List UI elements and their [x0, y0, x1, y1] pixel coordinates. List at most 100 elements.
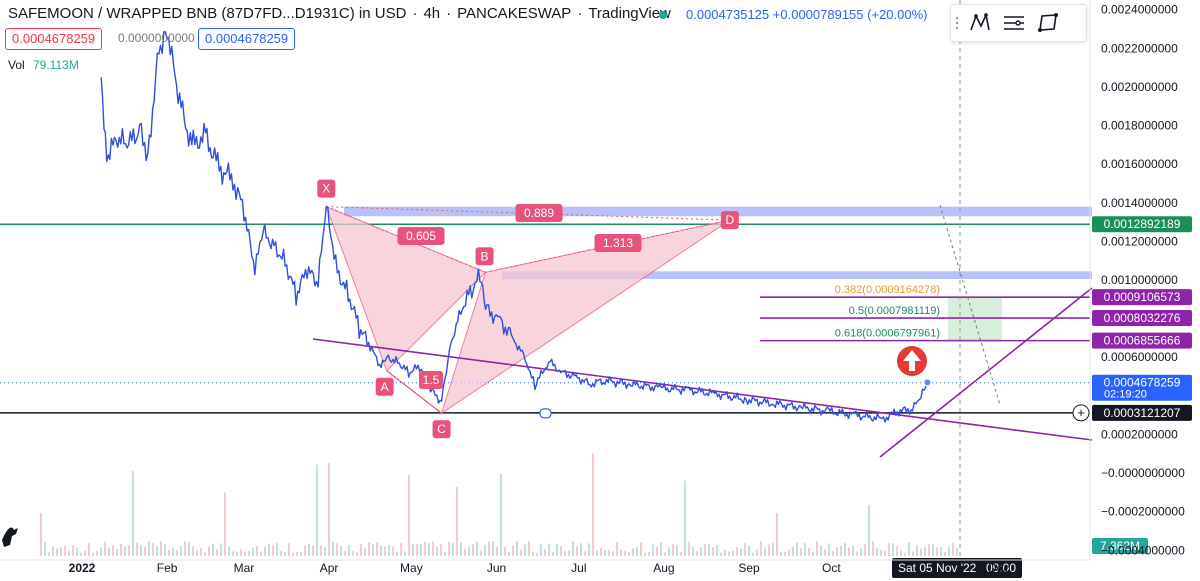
pattern-tool-icon[interactable] — [963, 5, 997, 41]
volume-bar — [956, 548, 958, 556]
indicators-icon[interactable] — [997, 5, 1031, 41]
volume-bar — [504, 546, 506, 556]
volume-bar — [640, 542, 642, 556]
ratio-15-bg — [419, 371, 443, 389]
volume-bar — [144, 546, 146, 556]
point-a-label: A — [375, 377, 394, 396]
volume-bar — [756, 548, 758, 556]
volume-bar — [792, 546, 794, 556]
symbol-title[interactable]: SAFEMOON / WRAPPED BNB (87D7FD...D1931C)… — [8, 5, 407, 22]
volume-bar — [120, 543, 122, 556]
volume-bar — [308, 543, 310, 556]
ratio-0605: 0.605 — [397, 227, 445, 245]
volume-bar — [260, 551, 262, 556]
price-axis-label: 0.0008032276 — [1104, 311, 1181, 325]
volume-bar — [704, 544, 706, 556]
interval[interactable]: 4h — [423, 5, 441, 22]
volume-bar — [856, 551, 858, 556]
volume-bar — [648, 552, 650, 556]
volume-bar — [888, 543, 890, 556]
volume-bar — [352, 550, 354, 556]
line-drag-handle — [539, 408, 552, 419]
volume-bar — [620, 549, 622, 556]
volume-bar — [868, 504, 870, 556]
fib-level-label: 0.618(0.0006797961) — [835, 328, 940, 340]
volume-bar — [860, 548, 862, 556]
volume-bar — [216, 549, 218, 556]
volume-bar — [368, 542, 370, 556]
volume-bar — [264, 546, 266, 556]
y-tick-label: 0.0018000000 — [1101, 119, 1178, 133]
fib-level-label: 0.5(0.0007981119) — [849, 305, 940, 317]
volume-bar — [952, 542, 954, 556]
volume-bar — [452, 542, 454, 556]
ratio-1313: 1.313 — [594, 234, 642, 252]
volume-bar — [880, 549, 882, 556]
volume-bar — [892, 543, 894, 556]
drag-handle-icon[interactable] — [951, 5, 963, 41]
x-tick-label: Mar — [234, 561, 255, 575]
volume-bar — [564, 550, 566, 556]
price-axis-label: 0.0003121207 — [1104, 406, 1181, 420]
volume-bar — [372, 544, 374, 556]
volume-bar — [748, 545, 750, 556]
volume-bar — [780, 552, 782, 556]
volume-bar — [304, 545, 306, 556]
volume-bar — [752, 552, 754, 556]
volume-bar — [224, 492, 226, 556]
volume-bar — [348, 544, 350, 556]
y-tick-label: 0.0024000000 — [1101, 3, 1178, 17]
x-tick-label: Jul — [571, 561, 586, 575]
volume-bar — [100, 547, 102, 556]
volume-bar — [472, 544, 474, 556]
volume-bar — [152, 542, 154, 556]
volume-bar — [324, 547, 326, 556]
volume-bar — [180, 546, 182, 556]
volume-bar — [228, 546, 230, 556]
volume-bar — [312, 545, 314, 556]
sell-price-box[interactable]: 0.0004678259 — [5, 28, 103, 50]
volume-bar — [408, 474, 410, 556]
buy-price-box[interactable]: 0.0004678259 — [198, 28, 296, 50]
crosshair-date-label: Sat 05 Nov '22 09:00 — [892, 558, 1022, 578]
y-tick-label: −0.0000000000 — [1101, 466, 1185, 480]
drawing-tool-icon[interactable] — [1031, 5, 1065, 41]
volume-bar — [572, 541, 574, 556]
crosshair-date-text: Sat 05 Nov '22 — [898, 561, 977, 575]
volume-bar — [500, 473, 502, 556]
up-arrow-glyph — [903, 350, 921, 371]
volume-bar — [416, 543, 418, 556]
price-axis-label-bg — [1092, 374, 1192, 401]
price-axis-label-bg — [1092, 310, 1192, 327]
volume-bar — [932, 544, 934, 556]
volume-bar — [124, 546, 126, 556]
y-tick-label: 0.0010000000 — [1101, 273, 1178, 287]
volume-bar — [948, 547, 950, 556]
x-tick-label: Apr — [320, 561, 339, 575]
volume-bar — [156, 546, 158, 556]
volume-bar — [544, 549, 546, 556]
volume-bar — [700, 547, 702, 556]
volume-bar — [528, 541, 530, 556]
volume-bar — [212, 543, 214, 556]
resistance-band-b — [502, 271, 1092, 280]
point-b-label-text: B — [481, 249, 489, 263]
fib-level-label: 0.382(0.0009164278) — [835, 284, 940, 296]
ratio-15: 1.5 — [419, 371, 443, 389]
volume-bar — [460, 542, 462, 556]
volume-bar — [920, 548, 922, 556]
volume-bar — [588, 543, 590, 556]
volume-bar — [560, 546, 562, 556]
point-c-label-bg — [432, 420, 451, 439]
point-x-label-bg — [317, 179, 336, 198]
resistance-band-top — [344, 206, 1092, 217]
volume-bar — [876, 547, 878, 556]
volume-bar — [96, 550, 98, 556]
volume-bar — [552, 552, 554, 556]
volume-bar — [148, 541, 150, 556]
volume-bar — [420, 543, 422, 556]
volume-bar — [60, 547, 62, 556]
volume-bar — [684, 480, 686, 556]
volume-bar — [332, 541, 334, 556]
